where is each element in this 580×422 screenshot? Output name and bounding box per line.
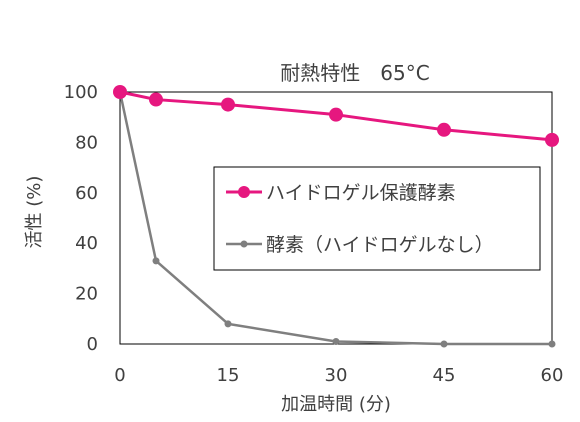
x-axis-label: 加温時間 (分) — [281, 394, 391, 415]
legend-swatch-marker — [238, 186, 250, 198]
chart-title: 耐熱特性 65°C — [280, 61, 429, 85]
data-point — [152, 257, 160, 265]
y-tick-label: 40 — [75, 233, 98, 254]
y-tick-label: 20 — [75, 284, 98, 305]
y-tick-label: 0 — [87, 334, 98, 355]
x-tick-label: 0 — [114, 365, 125, 386]
data-point — [113, 85, 127, 99]
y-axis-label: 活性 (%) — [24, 176, 45, 249]
legend-swatch-marker — [240, 240, 248, 248]
series-2 — [116, 88, 556, 348]
legend-label: 酵素（ハイドロゲルなし） — [266, 234, 494, 256]
data-point — [149, 92, 163, 107]
data-point — [221, 97, 235, 112]
data-point — [440, 340, 448, 348]
legend-entry: 酵素（ハイドロゲルなし） — [226, 234, 494, 256]
legend-entry: ハイドロゲル保護酵素 — [226, 182, 456, 204]
x-tick-label: 30 — [325, 365, 348, 386]
x-tick-label: 45 — [433, 365, 456, 386]
data-point — [437, 122, 451, 137]
data-point — [224, 320, 232, 328]
series-1 — [113, 85, 559, 147]
x-tick-label: 15 — [217, 365, 240, 386]
x-tick-label: 60 — [541, 365, 564, 386]
series-line — [118, 91, 552, 346]
legend-label: ハイドロゲル保護酵素 — [266, 182, 456, 204]
y-tick-label: 100 — [64, 82, 98, 103]
y-tick-label: 80 — [75, 132, 98, 153]
data-point — [545, 132, 559, 147]
legend-box — [213, 166, 541, 271]
y-tick-label: 60 — [75, 183, 98, 204]
data-point — [548, 340, 556, 348]
data-point — [332, 337, 340, 345]
data-point — [329, 107, 343, 122]
